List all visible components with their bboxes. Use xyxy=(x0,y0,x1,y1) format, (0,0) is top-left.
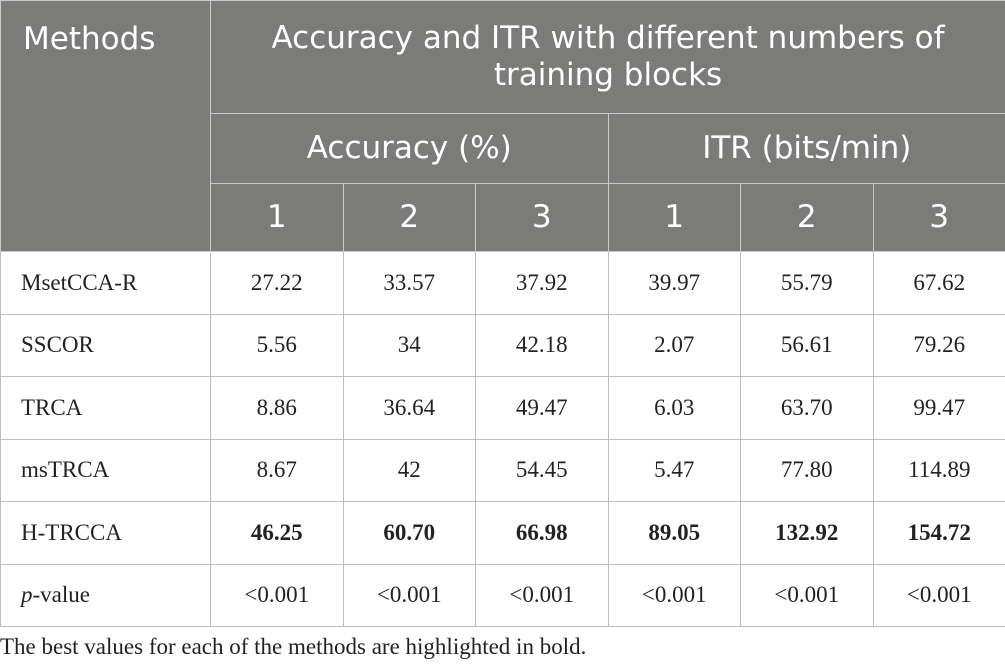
table-row-pvalue: p-value <0.001 <0.001 <0.001 <0.001 <0.0… xyxy=(0,563,1005,627)
table-cell: 54.45 xyxy=(475,438,609,502)
methods-header: Methods xyxy=(0,0,211,252)
group-title-header: Accuracy and ITR with different numbers … xyxy=(209,0,1005,114)
table-cell: <0.001 xyxy=(872,563,1005,627)
table-cell: <0.001 xyxy=(342,563,476,627)
table-cell: 63.70 xyxy=(740,376,874,440)
table-cell: 5.47 xyxy=(607,438,741,502)
table-row-best: H-TRCCA 46.25 60.70 66.98 89.05 132.92 1… xyxy=(0,501,1005,565)
table-cell: 39.97 xyxy=(607,251,741,315)
table-cell: 27.22 xyxy=(210,251,344,315)
table-cell: 66.98 xyxy=(475,501,609,565)
block-number-header: 1 xyxy=(607,183,741,252)
table-cell: 114.89 xyxy=(872,438,1005,502)
table-cell: 42.18 xyxy=(475,313,609,377)
table-cell: 49.47 xyxy=(475,376,609,440)
table-cell: 79.26 xyxy=(872,313,1005,377)
table-cell: 99.47 xyxy=(872,376,1005,440)
header-row-title: Methods Accuracy and ITR with different … xyxy=(0,0,1005,252)
pvalue-label-italic: p xyxy=(21,582,33,608)
table-cell: 55.79 xyxy=(740,251,874,315)
table-cell: 2.07 xyxy=(607,313,741,377)
table-cell: 6.03 xyxy=(607,376,741,440)
table-cell: 67.62 xyxy=(872,251,1005,315)
table-cell: 46.25 xyxy=(210,501,344,565)
table-body: MsetCCA-R 27.22 33.57 37.92 39.97 55.79 … xyxy=(0,251,1005,627)
table-cell: <0.001 xyxy=(740,563,874,627)
table-cell: 56.61 xyxy=(740,313,874,377)
table-cell: <0.001 xyxy=(607,563,741,627)
block-number-header: 3 xyxy=(475,183,609,252)
table-header: Methods Accuracy and ITR with different … xyxy=(0,0,1005,252)
table-cell: 42 xyxy=(342,438,476,502)
pvalue-label: p-value xyxy=(0,563,211,627)
block-number-header: 1 xyxy=(210,183,344,252)
table-row: SSCOR 5.56 34 42.18 2.07 56.61 79.26 xyxy=(0,313,1005,377)
block-number-header: 3 xyxy=(872,183,1005,252)
method-name: TRCA xyxy=(0,376,211,440)
block-number-header: 2 xyxy=(342,183,476,252)
table-cell: 89.05 xyxy=(607,501,741,565)
table-row: msTRCA 8.67 42 54.45 5.47 77.80 114.89 xyxy=(0,438,1005,502)
accuracy-header: Accuracy (%) xyxy=(210,113,609,184)
table-cell: 33.57 xyxy=(342,251,476,315)
table-cell: 36.64 xyxy=(342,376,476,440)
table-cell: 5.56 xyxy=(210,313,344,377)
pvalue-label-rest: -value xyxy=(32,582,90,608)
table-cell: 8.67 xyxy=(210,438,344,502)
table-footnote: The best values for each of the methods … xyxy=(0,634,587,659)
table-cell: 8.86 xyxy=(210,376,344,440)
results-table: Methods Accuracy and ITR with different … xyxy=(0,0,1005,627)
table-cell: 37.92 xyxy=(475,251,609,315)
table-cell: 132.92 xyxy=(740,501,874,565)
method-name: SSCOR xyxy=(0,313,211,377)
method-name: msTRCA xyxy=(0,438,211,502)
itr-header: ITR (bits/min) xyxy=(607,113,1005,184)
table-cell: <0.001 xyxy=(210,563,344,627)
table-cell: 34 xyxy=(342,313,476,377)
header-row-blocks: 1 2 3 1 2 3 xyxy=(1,183,1005,252)
table-cell: 77.80 xyxy=(740,438,874,502)
table-row: TRCA 8.86 36.64 49.47 6.03 63.70 99.47 xyxy=(0,376,1005,440)
method-name: H-TRCCA xyxy=(0,501,211,565)
table-row: MsetCCA-R 27.22 33.57 37.92 39.97 55.79 … xyxy=(0,251,1005,315)
table-cell: 154.72 xyxy=(872,501,1005,565)
header-row-metrics: Accuracy (%) ITR (bits/min) xyxy=(1,113,1005,184)
method-name: MsetCCA-R xyxy=(0,251,211,315)
block-number-header: 2 xyxy=(740,183,874,252)
table-cell: 60.70 xyxy=(342,501,476,565)
table-cell: <0.001 xyxy=(475,563,609,627)
